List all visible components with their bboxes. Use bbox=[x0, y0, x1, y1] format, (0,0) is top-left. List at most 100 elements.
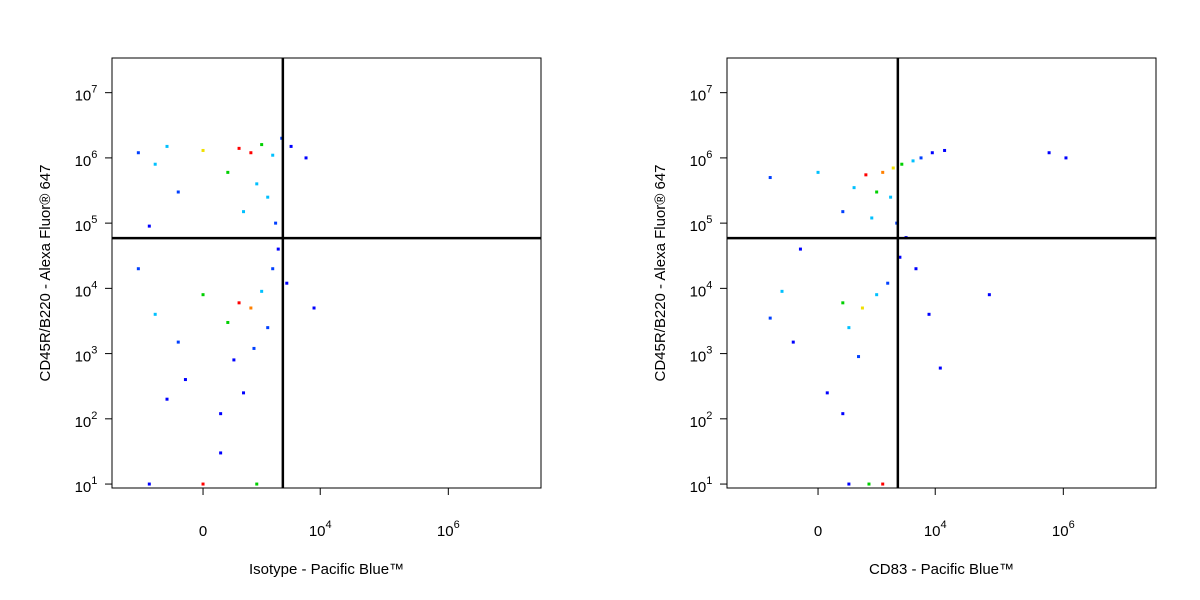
tick-label: 104 bbox=[924, 519, 947, 540]
point bbox=[864, 173, 868, 177]
tick-label: 106 bbox=[437, 519, 460, 540]
tick-label: 107 bbox=[690, 84, 713, 105]
point bbox=[249, 151, 253, 155]
tick-base: 10 bbox=[690, 283, 707, 300]
tick-label: 107 bbox=[75, 84, 98, 105]
point bbox=[919, 156, 923, 160]
point bbox=[242, 210, 246, 214]
point bbox=[911, 159, 915, 163]
point bbox=[201, 482, 205, 486]
point bbox=[875, 190, 879, 194]
point bbox=[1064, 156, 1068, 160]
tick-label: 102 bbox=[75, 410, 98, 431]
point bbox=[255, 482, 259, 486]
point bbox=[875, 293, 879, 297]
point bbox=[260, 143, 264, 147]
tick-exponent: 6 bbox=[706, 149, 712, 161]
tick-label: 103 bbox=[690, 345, 713, 366]
point bbox=[841, 210, 845, 214]
tick-exponent: 7 bbox=[706, 84, 712, 96]
point bbox=[860, 306, 864, 310]
tick-exponent: 4 bbox=[941, 519, 947, 531]
point bbox=[255, 182, 259, 186]
x-axis-label: Isotype - Pacific Blue™ bbox=[249, 561, 404, 578]
point bbox=[780, 289, 784, 293]
tick-exponent: 1 bbox=[91, 475, 97, 487]
point bbox=[898, 255, 902, 259]
point bbox=[768, 176, 772, 180]
tick-base: 10 bbox=[437, 523, 454, 540]
plot-frame bbox=[111, 57, 542, 489]
tick-base: 10 bbox=[75, 414, 92, 431]
tick-base: 10 bbox=[75, 218, 92, 235]
tick-exponent: 3 bbox=[706, 345, 712, 357]
point bbox=[136, 267, 140, 271]
tick-label: 103 bbox=[75, 345, 98, 366]
tick-exponent: 1 bbox=[706, 475, 712, 487]
point bbox=[914, 267, 918, 271]
tick-label: 105 bbox=[690, 214, 713, 235]
point bbox=[841, 301, 845, 305]
point bbox=[147, 224, 151, 228]
point bbox=[271, 153, 275, 157]
x-axis-label: CD83 - Pacific Blue™ bbox=[869, 561, 1014, 578]
tick-label: 104 bbox=[309, 519, 332, 540]
point bbox=[266, 326, 270, 330]
tick-base: 10 bbox=[309, 523, 326, 540]
point bbox=[136, 151, 140, 155]
point bbox=[867, 482, 871, 486]
point bbox=[847, 482, 851, 486]
y-axis-label: CD45R/B220 - Alexa Fluor® 647 bbox=[652, 165, 669, 382]
tick-base: 10 bbox=[690, 479, 707, 496]
point bbox=[201, 148, 205, 152]
plot-frame bbox=[726, 57, 1157, 489]
point bbox=[153, 162, 157, 166]
point bbox=[304, 156, 308, 160]
tick-base: 10 bbox=[690, 218, 707, 235]
tick-base: 10 bbox=[690, 153, 707, 170]
tick-base: 10 bbox=[75, 349, 92, 366]
point bbox=[791, 340, 795, 344]
tick-exponent: 5 bbox=[706, 214, 712, 226]
tick-label: 104 bbox=[690, 279, 713, 300]
tick-label: 0 bbox=[199, 523, 207, 540]
point bbox=[881, 170, 885, 174]
tick-exponent: 7 bbox=[91, 84, 97, 96]
point bbox=[938, 366, 942, 370]
point bbox=[276, 247, 280, 251]
point bbox=[260, 289, 264, 293]
point bbox=[219, 412, 223, 416]
point bbox=[226, 320, 230, 324]
point bbox=[881, 482, 885, 486]
point bbox=[219, 451, 223, 455]
tick-exponent: 6 bbox=[1069, 519, 1075, 531]
tick-base: 10 bbox=[690, 414, 707, 431]
point bbox=[226, 170, 230, 174]
tick-exponent: 4 bbox=[91, 279, 97, 291]
tick-base: 10 bbox=[924, 523, 941, 540]
point bbox=[891, 166, 895, 170]
y-axis-label: CD45R/B220 - Alexa Fluor® 647 bbox=[37, 165, 54, 382]
point bbox=[816, 170, 820, 174]
point bbox=[242, 391, 246, 395]
tick-label: 105 bbox=[75, 214, 98, 235]
point bbox=[237, 146, 241, 150]
tick-base: 10 bbox=[75, 88, 92, 105]
point bbox=[927, 312, 931, 316]
point bbox=[943, 148, 947, 152]
point bbox=[889, 195, 893, 199]
point bbox=[274, 221, 278, 225]
point bbox=[153, 312, 157, 316]
point bbox=[201, 293, 205, 297]
point bbox=[825, 391, 829, 395]
point bbox=[886, 281, 890, 285]
tick-label: 101 bbox=[690, 475, 713, 496]
tick-exponent: 2 bbox=[706, 410, 712, 422]
point bbox=[147, 482, 151, 486]
point bbox=[165, 144, 169, 148]
tick-label: 104 bbox=[75, 279, 98, 300]
tick-exponent: 4 bbox=[706, 279, 712, 291]
tick-base: 10 bbox=[1052, 523, 1069, 540]
tick-label: 106 bbox=[1052, 519, 1075, 540]
